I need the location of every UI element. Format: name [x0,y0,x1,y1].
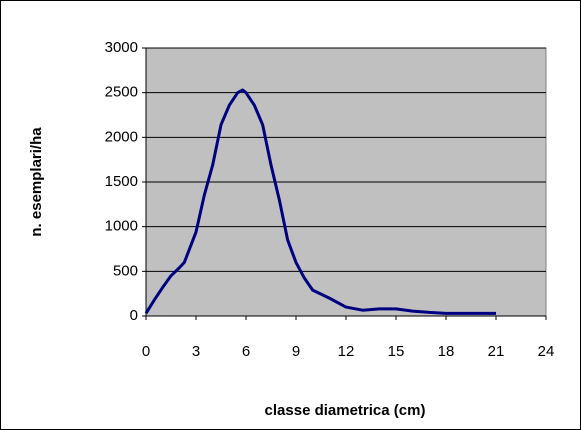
y-tick-label: 2500 [105,84,138,101]
y-tick-label: 0 [130,307,138,324]
x-tick-label: 24 [538,343,555,360]
x-tick-label: 21 [488,343,505,360]
x-tick-label: 3 [192,343,200,360]
x-tick-label: 15 [388,343,405,360]
x-tick-label: 6 [242,343,250,360]
data-line [144,88,496,315]
x-tick-label: 12 [338,343,355,360]
x-tick-label: 9 [292,343,300,360]
y-axis-title: n. esemplari/ha [28,127,45,237]
x-tick-label: 18 [438,343,455,360]
y-tick-label: 3000 [105,39,138,56]
y-tick-label: 2000 [105,128,138,145]
x-tick-label: 0 [142,343,150,360]
y-tick-label: 1500 [105,173,138,190]
y-tick-label: 1000 [105,218,138,235]
x-axis-title: classe diametrica (cm) [265,402,426,419]
y-tick-label: 500 [113,262,138,279]
